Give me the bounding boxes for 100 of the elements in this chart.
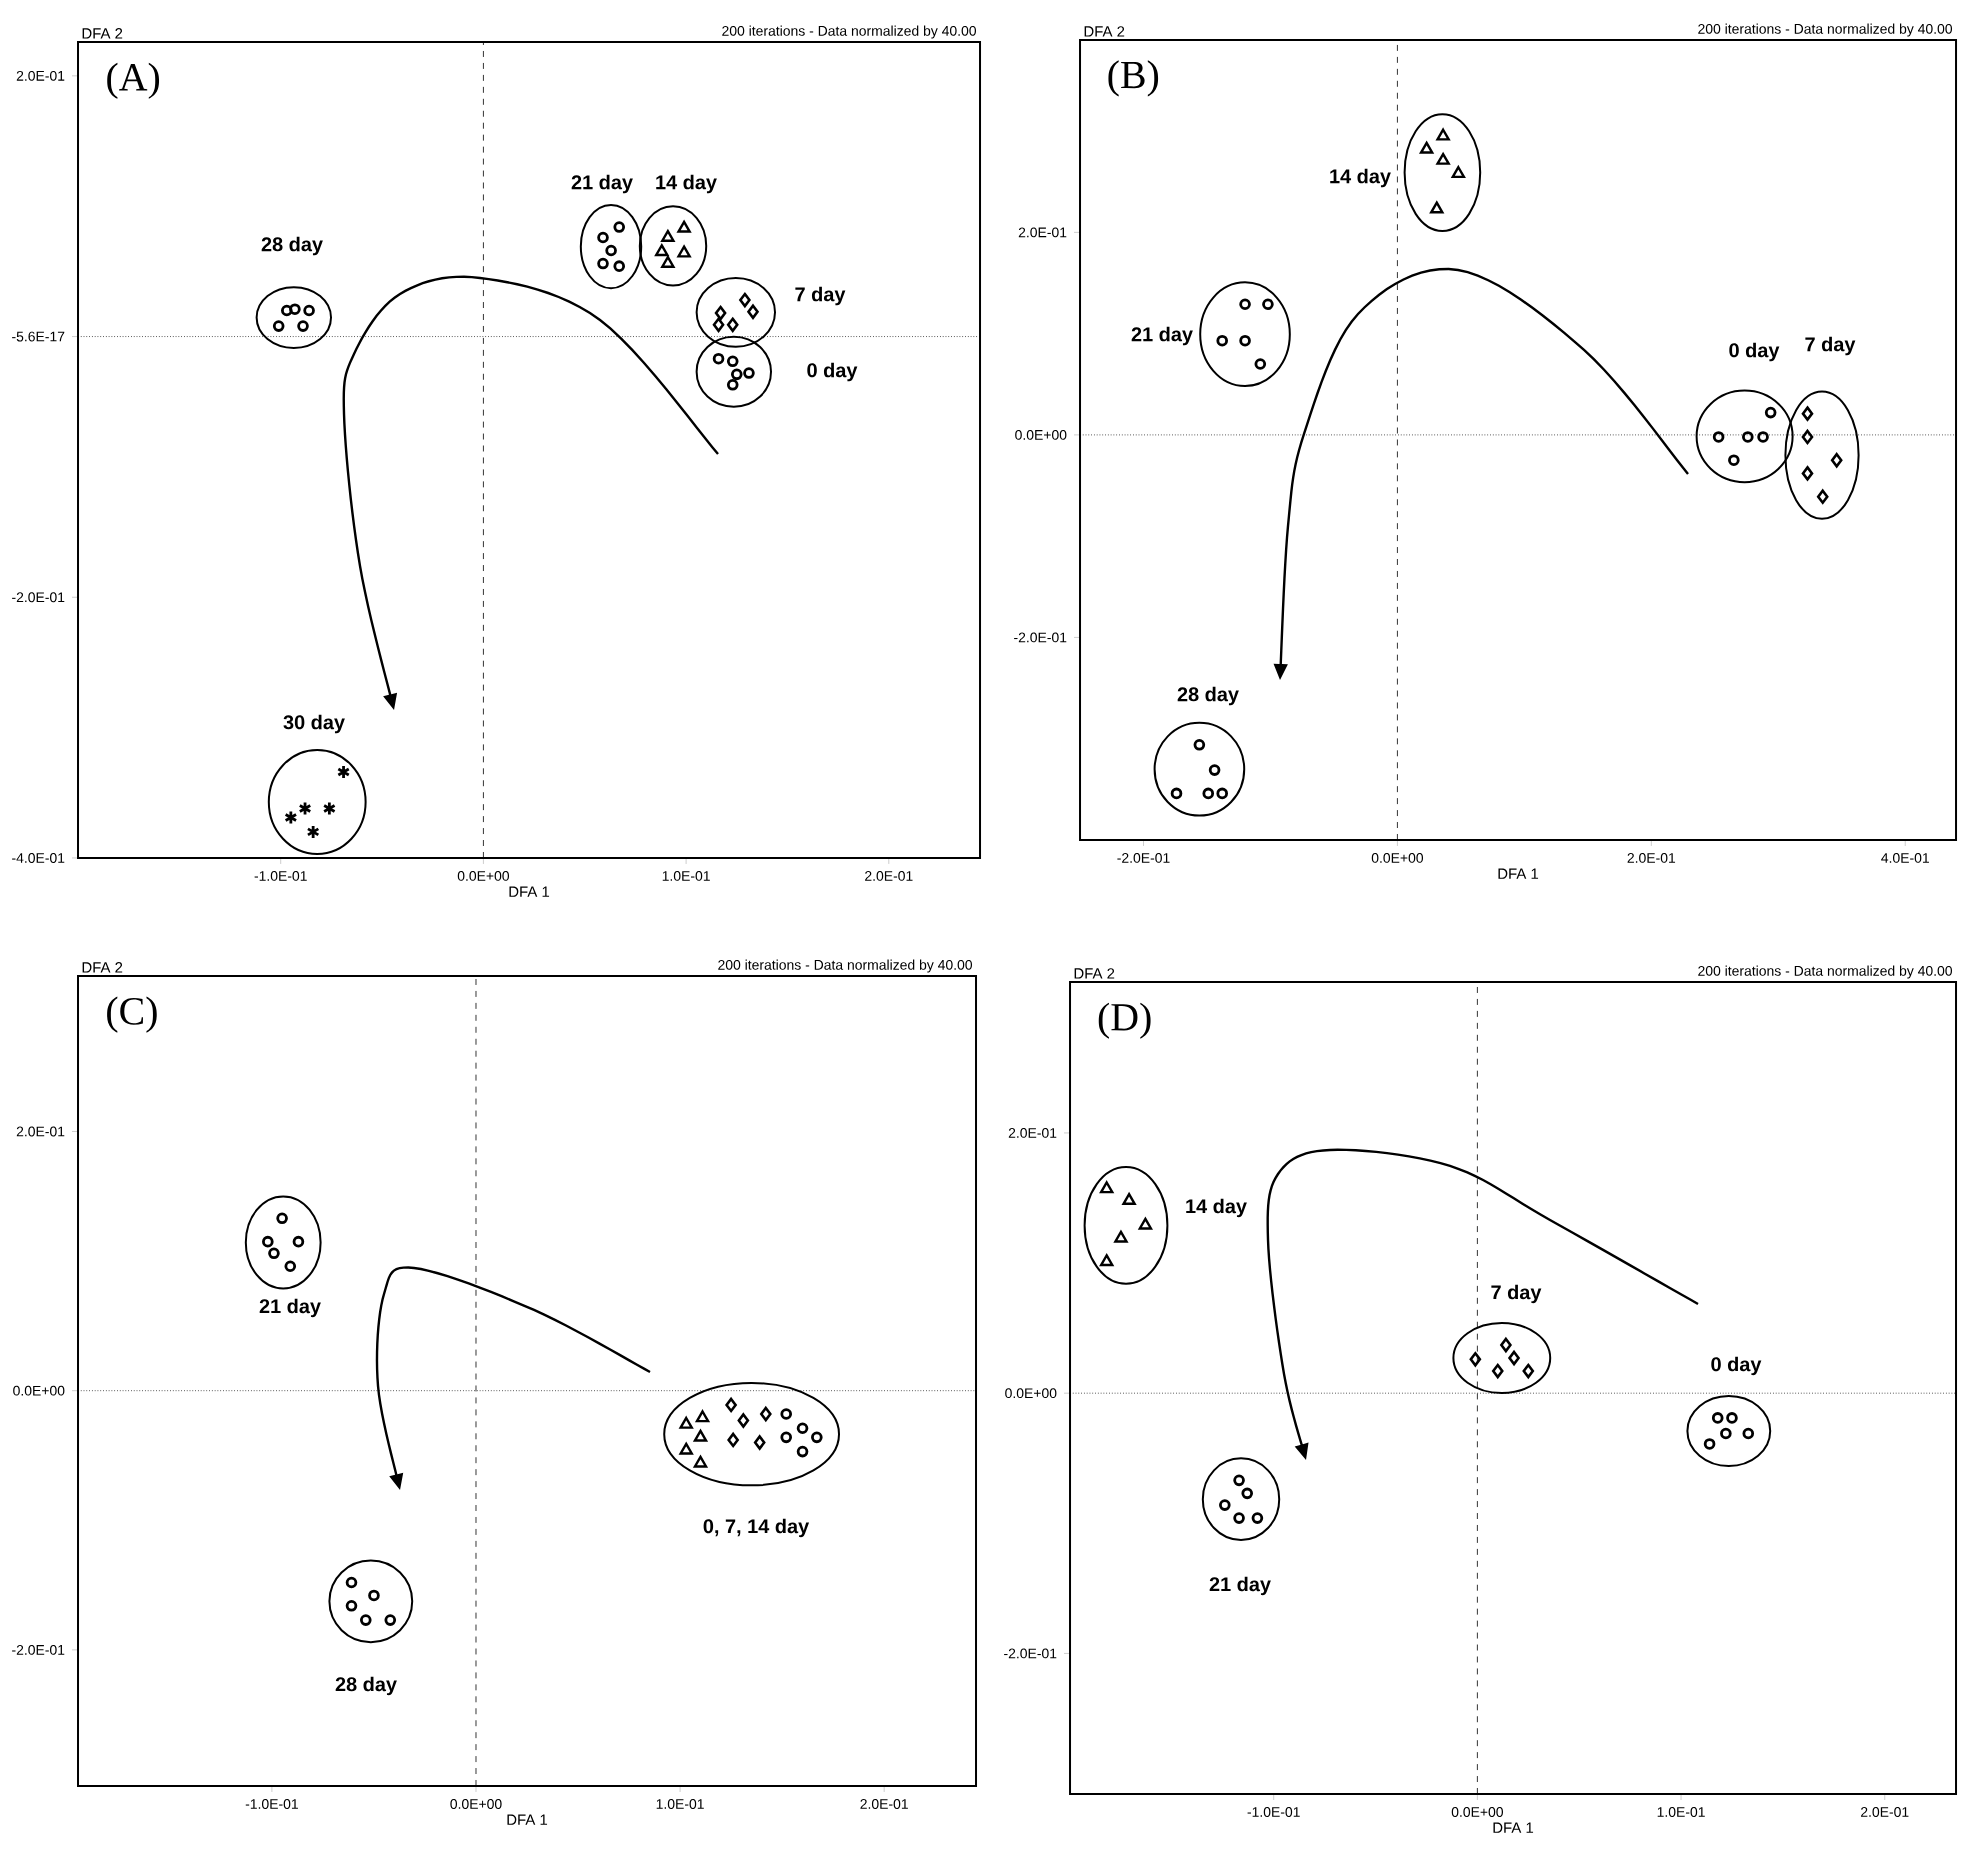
point <box>1419 141 1434 154</box>
point <box>597 231 609 244</box>
point <box>726 378 739 391</box>
point <box>796 1422 809 1435</box>
chart-title: (A) <box>107 62 160 99</box>
point <box>1216 334 1229 347</box>
series-label: 14 day <box>656 174 717 194</box>
text: 7 day <box>1805 336 1856 356</box>
point <box>1830 452 1843 468</box>
point <box>714 305 727 321</box>
point <box>368 1589 380 1602</box>
point <box>1451 166 1466 179</box>
point <box>726 355 739 368</box>
point <box>1508 1350 1520 1366</box>
series-label: 14 day <box>1330 168 1391 188</box>
point <box>1720 1427 1732 1440</box>
series-label: 21 day <box>571 174 633 194</box>
point <box>677 245 691 258</box>
point <box>725 1397 737 1413</box>
point <box>780 1431 793 1444</box>
point <box>1703 1438 1716 1450</box>
annotation: 0, 7, 14 day <box>703 1518 810 1538</box>
point <box>262 1235 274 1248</box>
point <box>1711 1412 1724 1424</box>
point <box>712 352 725 365</box>
point <box>1099 1254 1114 1267</box>
point <box>1122 1192 1136 1205</box>
point <box>1742 431 1754 443</box>
point <box>753 1435 766 1450</box>
point <box>1208 764 1221 776</box>
point <box>661 229 675 242</box>
point <box>1114 1230 1128 1243</box>
point <box>730 368 743 381</box>
point <box>1816 489 1829 504</box>
point <box>345 1600 358 1612</box>
point <box>289 303 301 315</box>
point <box>693 1429 708 1442</box>
series-label: 7 day <box>795 286 846 306</box>
point <box>1436 128 1450 141</box>
point <box>743 367 755 379</box>
point <box>712 317 725 333</box>
point <box>695 1410 710 1423</box>
point <box>796 1445 809 1458</box>
point <box>811 1431 823 1444</box>
point <box>1757 431 1769 443</box>
point <box>739 292 751 308</box>
point <box>613 221 626 233</box>
point <box>284 1260 297 1273</box>
chart-title: (C) <box>107 996 157 1033</box>
point <box>322 801 336 816</box>
point <box>679 1442 693 1455</box>
point <box>726 317 739 333</box>
series-label: 30 day <box>283 714 345 734</box>
point <box>677 220 691 233</box>
point <box>1469 1352 1482 1367</box>
point <box>268 1247 280 1260</box>
point <box>1728 454 1740 467</box>
point <box>336 764 351 780</box>
point <box>1239 334 1251 347</box>
text: 0 day <box>1729 342 1780 362</box>
point <box>1233 1474 1245 1487</box>
point <box>1202 787 1215 800</box>
point <box>597 257 609 270</box>
point <box>1219 1499 1231 1511</box>
point <box>1522 1363 1535 1379</box>
point <box>1430 201 1444 214</box>
point <box>384 1614 397 1626</box>
point <box>1491 1363 1504 1379</box>
point <box>1801 406 1814 421</box>
text: 21 day <box>1209 1576 1271 1596</box>
point <box>1742 1427 1755 1440</box>
series-label: 0 day <box>1711 1356 1762 1376</box>
point <box>306 824 320 840</box>
chart-title: (D) <box>1098 1002 1151 1039</box>
point <box>1801 466 1814 481</box>
point <box>1254 358 1267 370</box>
text: 28 day <box>335 1676 397 1696</box>
point <box>345 1576 358 1589</box>
point <box>605 244 617 257</box>
point <box>1216 787 1229 800</box>
point <box>292 1235 305 1248</box>
point <box>272 320 285 332</box>
point <box>760 1406 772 1422</box>
point <box>1764 406 1777 419</box>
point <box>298 801 312 816</box>
point <box>1099 1181 1114 1194</box>
series-label: 21 day <box>259 1298 321 1318</box>
point <box>780 1408 793 1420</box>
point <box>1233 1512 1245 1524</box>
point <box>1241 1487 1254 1500</box>
point <box>281 304 293 317</box>
point <box>297 320 309 332</box>
point <box>1436 152 1450 165</box>
series-label: 7 day <box>1491 1284 1542 1304</box>
point <box>276 1212 288 1225</box>
point <box>679 1416 693 1429</box>
series-label: 14 day <box>1186 1198 1247 1218</box>
point <box>661 255 675 268</box>
point <box>1239 298 1251 311</box>
point <box>1262 298 1274 311</box>
